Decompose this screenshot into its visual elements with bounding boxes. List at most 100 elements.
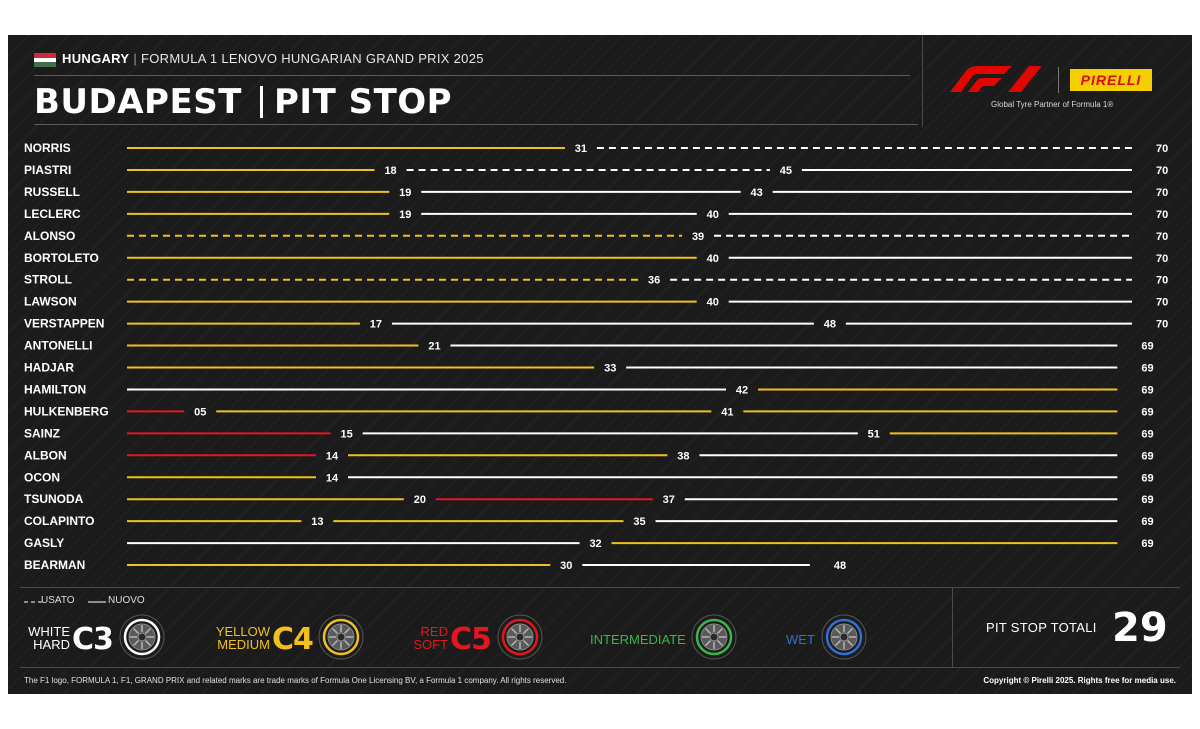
legend-used-label: USATO xyxy=(41,595,75,606)
pit-lap-label: 20 xyxy=(414,494,426,506)
driver-label: BEARMAN xyxy=(24,558,85,572)
driver-label: OCON xyxy=(24,470,60,484)
totals-divider xyxy=(952,587,953,667)
pit-stop-chart: NORRIS 31 70 PIASTRI 18 45 70 RUSSELL 19 43 70 LECL… xyxy=(24,141,1168,572)
legend-medium-name: MEDIUM xyxy=(217,637,270,652)
tyre-spoke xyxy=(132,627,139,634)
finish-lap-label: 48 xyxy=(834,560,846,572)
tyre-spoke xyxy=(132,640,139,647)
footer-divider xyxy=(20,667,1180,668)
tyre-spoke xyxy=(344,627,351,634)
total-pit-stops-value: 29 xyxy=(1112,605,1168,651)
wet-tyre-icon xyxy=(821,614,867,660)
tyre-icon-part xyxy=(137,632,147,642)
driver-label: COLAPINTO xyxy=(24,514,94,528)
page-title-section: PIT STOP xyxy=(274,82,453,122)
driver-label: RUSSELL xyxy=(24,185,80,199)
driver-label: TSUNODA xyxy=(24,492,84,506)
infographic-panel: HUNGARY | FORMULA 1 LENOVO HUNGARIAN GRAND… xyxy=(8,35,1192,694)
trademark-notice: The F1 logo, FORMULA 1, F1, GRAND PRIX a… xyxy=(24,676,567,685)
tyre-spoke xyxy=(145,627,152,634)
finish-lap-label: 69 xyxy=(1141,538,1153,550)
pit-lap-label: 19 xyxy=(399,187,411,199)
legend-hard-name: HARD xyxy=(33,637,70,652)
pit-lap-label: 31 xyxy=(575,143,587,155)
logo-tagline: Global Tyre Partner of Formula 1® xyxy=(991,100,1114,109)
tyre-icon-part xyxy=(695,618,733,656)
header-divider xyxy=(34,75,910,76)
pit-lap-label: 45 xyxy=(780,165,792,177)
driver-label: VERSTAPPEN xyxy=(24,317,104,331)
event-name: FORMULA 1 LENOVO HUNGARIAN GRAND PRIX 20… xyxy=(141,51,484,66)
pit-lap-label: 32 xyxy=(589,538,601,550)
pit-lap-label: 14 xyxy=(326,450,339,462)
legend-soft-color: RED xyxy=(420,624,448,639)
tyre-icon-part xyxy=(322,618,360,656)
tyre-spoke xyxy=(523,627,530,634)
tyre-spoke xyxy=(344,640,351,647)
pit-lap-label: 18 xyxy=(384,165,396,177)
tyre-spoke xyxy=(834,627,841,634)
soft-tyre-icon xyxy=(497,614,543,660)
driver-label: HAMILTON xyxy=(24,382,86,396)
finish-lap-label: 69 xyxy=(1141,516,1153,528)
tyre-spoke xyxy=(834,640,841,647)
legend-intermediate-label: INTERMEDIATE xyxy=(590,632,686,647)
finish-lap-label: 70 xyxy=(1156,275,1168,287)
f1-logo-icon xyxy=(950,66,1042,92)
tyre-icon-part xyxy=(515,632,525,642)
pit-lap-label: 51 xyxy=(868,428,880,440)
driver-label: ANTONELLI xyxy=(24,339,92,353)
legend-soft-label: RED SOFT xyxy=(406,625,448,651)
legend-hard-color: WHITE xyxy=(28,624,70,639)
tyre-spoke xyxy=(847,640,854,647)
driver-label: SAINZ xyxy=(24,426,60,440)
pit-lap-label: 41 xyxy=(721,406,733,418)
driver-label: HULKENBERG xyxy=(24,404,109,418)
finish-lap-label: 70 xyxy=(1156,253,1168,265)
legend-medium-code: C4 xyxy=(272,622,314,657)
hard-tyre-icon xyxy=(119,614,165,660)
subtitle-separator: | xyxy=(133,51,138,66)
pit-lap-label: 40 xyxy=(707,209,719,221)
tyre-spoke xyxy=(510,640,517,647)
legend-hard-label: WHITE HARD xyxy=(20,625,70,651)
finish-lap-label: 70 xyxy=(1156,187,1168,199)
pit-lap-label: 15 xyxy=(341,428,353,440)
tyre-icon-part xyxy=(839,632,849,642)
legend-soft-name: SOFT xyxy=(413,637,448,652)
legend-new-label: NUOVO xyxy=(108,595,145,606)
logo-area-divider xyxy=(922,35,923,127)
pit-lap-label: 42 xyxy=(736,384,748,396)
finish-lap-label: 70 xyxy=(1156,209,1168,221)
legend-wet-label: WET xyxy=(786,632,815,647)
driver-label: GASLY xyxy=(24,536,64,550)
driver-label: NORRIS xyxy=(24,141,71,155)
pit-lap-label: 19 xyxy=(399,209,411,221)
pit-lap-label: 21 xyxy=(428,341,440,353)
finish-lap-label: 70 xyxy=(1156,297,1168,309)
pit-lap-label: 30 xyxy=(560,560,572,572)
driver-label: HADJAR xyxy=(24,361,74,375)
tyre-spoke xyxy=(510,627,517,634)
legend-used-swatch xyxy=(24,601,42,603)
tyre-spoke xyxy=(717,640,724,647)
finish-lap-label: 69 xyxy=(1141,450,1153,462)
event-subtitle: HUNGARY | FORMULA 1 LENOVO HUNGARIAN GRAND… xyxy=(62,51,484,66)
flag-stripe-red xyxy=(34,53,56,58)
tyre-icon-part xyxy=(336,632,346,642)
driver-label: LECLERC xyxy=(24,207,81,221)
flag-stripe-green xyxy=(34,62,56,67)
driver-label: BORTOLETO xyxy=(24,251,99,265)
hungary-flag-icon xyxy=(34,53,56,67)
legend-divider xyxy=(20,587,1180,588)
tyre-icon-part xyxy=(825,618,863,656)
medium-tyre-icon xyxy=(318,614,364,660)
driver-label: LAWSON xyxy=(24,295,77,309)
finish-lap-label: 69 xyxy=(1141,341,1153,353)
legend-hard-code: C3 xyxy=(72,622,114,657)
pit-lap-label: 35 xyxy=(633,516,645,528)
finish-lap-label: 69 xyxy=(1141,494,1153,506)
pit-lap-label: 13 xyxy=(311,516,323,528)
pirelli-logo: PIRELLI xyxy=(1070,69,1152,91)
